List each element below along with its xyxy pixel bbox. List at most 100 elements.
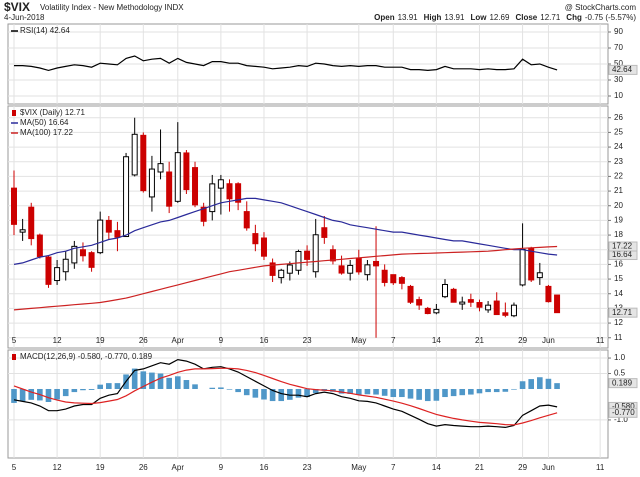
histogram-bar xyxy=(114,383,121,389)
histogram-bar xyxy=(174,376,181,389)
legend-swatch xyxy=(12,110,16,116)
x-tick-label: 11 xyxy=(596,463,605,472)
y-tick-label: 30 xyxy=(614,75,623,84)
panel-frame xyxy=(7,349,609,459)
candle-body xyxy=(416,299,423,306)
histogram-bar xyxy=(338,388,345,394)
candle-body xyxy=(545,285,552,303)
candle-body xyxy=(459,301,466,305)
histogram-bar xyxy=(19,388,26,402)
candle-body xyxy=(226,183,233,200)
histogram-bar xyxy=(287,388,293,400)
candle-body xyxy=(157,163,164,173)
candle-body xyxy=(424,307,431,315)
candle-body xyxy=(433,308,440,314)
y-tick-label: 10 xyxy=(614,91,623,100)
candle-body xyxy=(407,285,414,303)
x-tick-label: May xyxy=(351,463,366,472)
histogram-bar xyxy=(407,388,414,399)
x-tick-label: 29 xyxy=(518,463,527,472)
candle-body xyxy=(260,237,267,257)
histogram-bar xyxy=(45,388,52,402)
candle-body xyxy=(536,272,543,279)
histogram-bar xyxy=(88,388,95,390)
y-tick-label: 20 xyxy=(614,201,623,210)
x-tick-label: Jun xyxy=(542,463,555,472)
x-tick-label: 19 xyxy=(96,336,105,345)
candle-body xyxy=(442,283,448,298)
legend-swatch xyxy=(12,354,16,360)
quote-value: 12.69 xyxy=(489,13,510,22)
candle-body xyxy=(321,227,328,238)
candle-body xyxy=(450,288,457,303)
legend: MACD(12,26,9) -0.580, -0.770, 0.189 xyxy=(20,352,153,361)
x-tick-label: 12 xyxy=(53,463,62,472)
candle-body xyxy=(364,264,371,276)
histogram-bar xyxy=(399,388,405,398)
value-box-label: 42.64 xyxy=(612,65,633,74)
quote-label: Chg xyxy=(566,13,582,22)
candle-body xyxy=(105,219,112,233)
legend-label: MA(100) 17.22 xyxy=(20,128,73,137)
y-tick-label: 24 xyxy=(614,142,623,151)
value-box-label: -0.770 xyxy=(612,408,635,417)
histogram-bar xyxy=(304,388,310,398)
histogram-bar xyxy=(166,377,172,389)
histogram-bar xyxy=(347,388,353,394)
candle-body xyxy=(45,256,52,285)
histogram-bar xyxy=(468,388,474,395)
value-box-label: 16.64 xyxy=(612,250,633,259)
candle-body xyxy=(131,133,138,176)
y-tick-label: 18 xyxy=(614,230,623,239)
histogram-bar xyxy=(131,368,138,389)
quote-label: Open xyxy=(374,13,395,22)
histogram-bar xyxy=(485,388,491,393)
candle-body xyxy=(235,183,242,203)
candle-body xyxy=(243,211,250,229)
histogram-bar xyxy=(450,388,457,397)
histogram-bar xyxy=(424,388,431,402)
x-tick-label: 14 xyxy=(432,336,441,345)
histogram-bar xyxy=(97,384,103,389)
histogram-bar xyxy=(493,388,500,393)
candle-body xyxy=(252,233,259,245)
y-tick-label: 70 xyxy=(614,43,623,52)
x-tick-label: 19 xyxy=(96,463,105,472)
value-box xyxy=(608,64,638,75)
x-tick-label: 23 xyxy=(303,463,312,472)
candle-body xyxy=(381,269,388,283)
x-tick-label: 21 xyxy=(475,463,484,472)
candle-body xyxy=(347,264,354,274)
candle-body xyxy=(114,230,121,238)
candle-body xyxy=(304,250,311,260)
y-tick-label: 15 xyxy=(614,274,623,283)
legend: $VIX (Daily) 12.71 xyxy=(20,108,85,117)
histogram-bar xyxy=(11,388,17,403)
histogram-bar xyxy=(459,388,466,396)
candle-body xyxy=(148,168,155,198)
candle-body xyxy=(519,248,526,286)
candle-body xyxy=(62,258,69,273)
histogram-bar xyxy=(364,388,371,395)
histogram-bar xyxy=(71,388,78,393)
histogram-bar xyxy=(416,388,422,400)
histogram-bar xyxy=(28,388,35,400)
histogram-bar xyxy=(528,379,534,389)
histogram-bar xyxy=(545,378,552,389)
candle-body xyxy=(183,152,190,191)
candle-body xyxy=(97,219,104,254)
y-tick-label: 90 xyxy=(614,27,623,36)
line xyxy=(13,367,558,426)
legend-label: RSI(14) 42.64 xyxy=(20,26,70,35)
candle-body xyxy=(209,183,216,213)
value-box xyxy=(608,378,638,389)
x-tick-label: 14 xyxy=(432,463,441,472)
y-tick-label: 19 xyxy=(614,216,623,225)
y-tick-label: 21 xyxy=(614,186,623,195)
x-tick-label: 7 xyxy=(391,336,396,345)
histogram-bar xyxy=(502,388,509,392)
candle-body xyxy=(79,249,86,257)
candle-body xyxy=(140,134,147,192)
legend-label: MA(50) 16.64 xyxy=(20,118,69,127)
